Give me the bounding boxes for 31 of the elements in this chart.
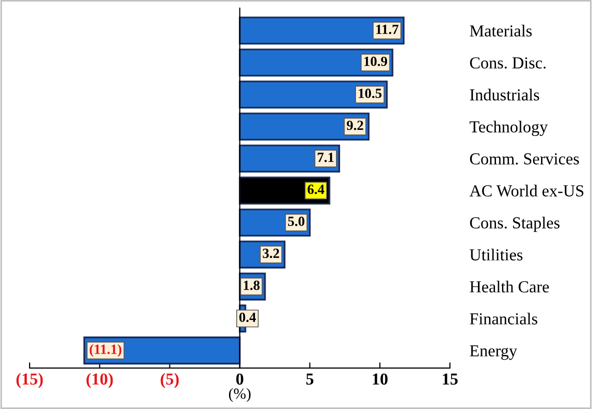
bar [238,48,394,77]
data-label: 0.4 [239,312,256,322]
y-tick-label: AC World ex-US [470,184,584,197]
data-label: 1.8 [244,280,260,290]
data-label: 7.1 [318,152,334,162]
x-tick-label: (5) [160,372,179,388]
x-tick-label: (10) [86,372,113,388]
x-axis-title: (%) [228,388,251,402]
x-tick-label: 10 [372,373,388,385]
y-tick-label: Cons. Disc. [470,57,546,69]
data-label: 11.7 [376,24,398,34]
x-tick-label: 0 [236,373,244,385]
x-tick-label: (15) [16,372,43,388]
y-tick-label: Cons. Staples [470,216,560,232]
data-label: 10.5 [358,88,382,98]
x-tick-label: 15 [442,374,458,385]
y-tick-label: Utilities [470,248,522,260]
data-label: 5.0 [288,216,304,226]
y-tick-label: Technology [470,120,548,136]
y-tick-label: Financials [470,312,538,324]
data-label: (11.1) [90,344,122,357]
y-tick-label: Health Care [470,280,549,292]
data-label: 10.9 [364,56,388,66]
x-tick-label: 5 [306,374,314,385]
data-label: 6.4 [308,184,324,194]
data-label: 3.2 [262,248,280,258]
y-tick-label: Energy [470,345,518,360]
y-tick-label: Comm. Services [470,153,579,165]
y-tick-label: Industrials [470,88,540,101]
data-label: 9.2 [346,120,364,130]
y-tick-label: Materials [470,24,532,37]
